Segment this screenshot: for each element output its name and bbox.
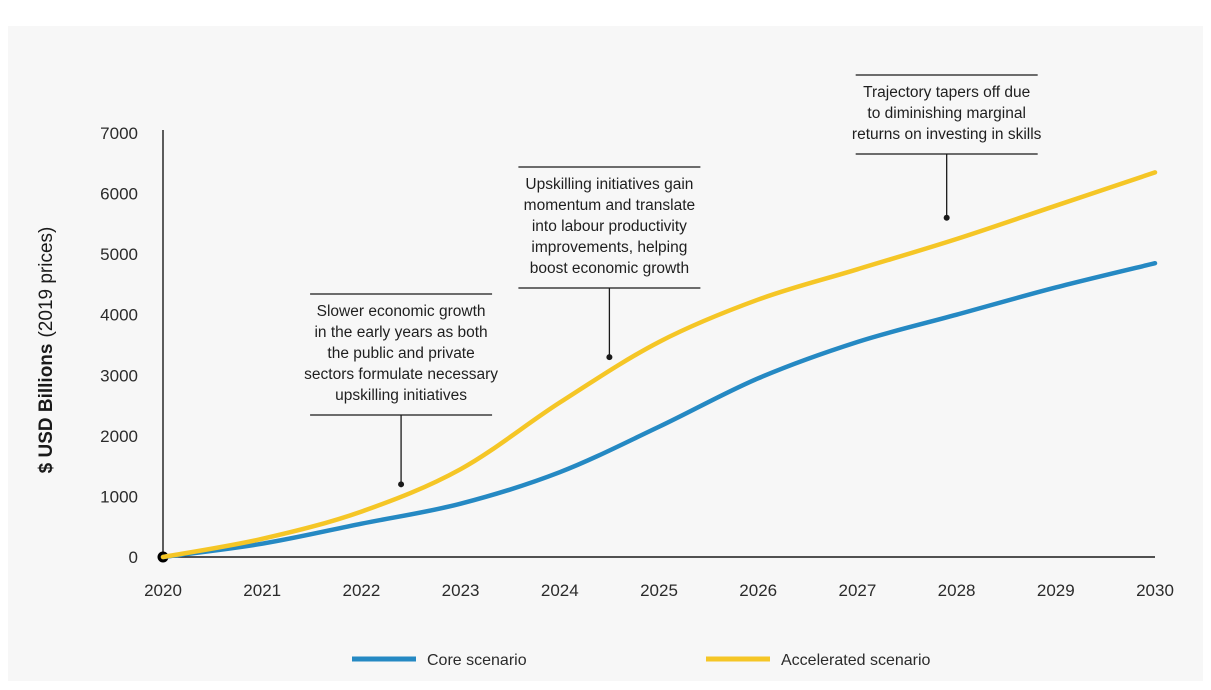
- annotation-text-line: in the early years as both: [314, 324, 487, 341]
- annotation-text-line: improvements, helping: [531, 239, 687, 256]
- annotation-text-line: returns on investing in skills: [852, 126, 1042, 143]
- chart-background: [8, 26, 1203, 681]
- core-scenario-line: [160, 260, 1158, 560]
- annotation-text-line: Trajectory tapers off due: [863, 84, 1030, 101]
- annotation-text-line: sectors formulate necessary: [304, 366, 498, 383]
- y-tick-label: 3000: [100, 366, 138, 385]
- annotation-text-line: momentum and translate: [524, 197, 695, 214]
- annotation-marker: [606, 354, 613, 361]
- legend-label-accelerated-scenario: Accelerated scenario: [781, 652, 931, 669]
- y-tick-label: 2000: [100, 427, 138, 446]
- x-tick-label: 2029: [1037, 581, 1075, 600]
- x-tick-label: 2025: [640, 581, 678, 600]
- y-tick-label: 5000: [100, 245, 138, 264]
- annotation-marker: [398, 481, 405, 488]
- annotation-text-line: Upskilling initiatives gain: [525, 176, 693, 193]
- y-tick-label: 7000: [100, 124, 138, 143]
- y-axis-label-units: (2019 prices): [36, 227, 57, 338]
- x-tick-label: 2030: [1136, 581, 1174, 600]
- annotation-text-line: the public and private: [327, 345, 474, 362]
- accelerated-scenario-line: [160, 170, 1158, 560]
- y-axis-label-main: $ USD Billions: [36, 344, 57, 474]
- x-tick-label: 2023: [442, 581, 480, 600]
- x-tick-label: 2022: [342, 581, 380, 600]
- y-axis-label: $ USD Billions (2019 prices): [36, 227, 57, 474]
- x-tick-label: 2021: [243, 581, 281, 600]
- annotation-text-line: upskilling initiatives: [335, 387, 467, 404]
- y-tick-label: 0: [129, 548, 138, 567]
- annotation-text-line: Slower economic growth: [317, 303, 486, 320]
- x-tick-label: 2027: [838, 581, 876, 600]
- x-tick-label: 2024: [541, 581, 579, 600]
- x-tick-label: 2020: [144, 581, 182, 600]
- y-tick-label: 4000: [100, 306, 138, 325]
- x-tick-label: 2026: [739, 581, 777, 600]
- y-tick-label: 6000: [100, 185, 138, 204]
- legend-label-core-scenario: Core scenario: [427, 652, 527, 669]
- annotation-text-line: to diminishing marginal: [867, 105, 1026, 122]
- annotation-text-line: into labour productivity: [532, 218, 687, 235]
- annotation-text-line: boost economic growth: [530, 260, 689, 277]
- annotation-marker: [943, 214, 950, 221]
- x-tick-label: 2028: [938, 581, 976, 600]
- y-tick-label: 1000: [100, 487, 138, 506]
